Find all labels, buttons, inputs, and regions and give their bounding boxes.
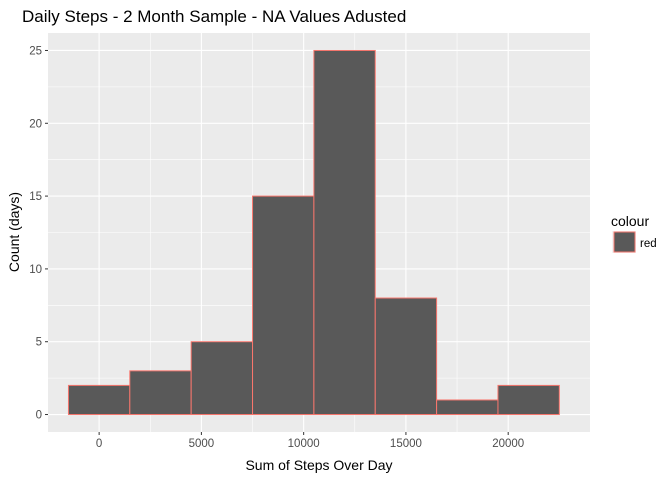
chart-title: Daily Steps - 2 Month Sample - NA Values…	[22, 7, 406, 26]
x-tick-label: 10000	[288, 438, 320, 450]
legend-title: colour	[611, 213, 649, 229]
histogram-bars	[67, 49, 560, 416]
y-tick-label: 5	[36, 337, 42, 349]
x-axis-title: Sum of Steps Over Day	[245, 457, 392, 473]
x-tick-label: 15000	[390, 438, 422, 450]
histogram-bar	[313, 49, 376, 416]
y-tick-label: 0	[36, 410, 42, 422]
histogram-bar	[190, 341, 254, 416]
y-tick-label: 10	[29, 264, 42, 276]
histogram-bar	[252, 195, 315, 416]
x-axis-ticks: 0 5000 10000 15000 20000	[96, 432, 524, 450]
y-axis-title: Count (days)	[6, 192, 22, 272]
x-tick-label: 0	[96, 438, 102, 450]
histogram-bar	[497, 384, 560, 416]
histogram-bar	[436, 399, 499, 416]
y-tick-label: 20	[29, 118, 42, 130]
y-tick-label: 25	[29, 45, 42, 57]
histogram-bar	[67, 384, 131, 416]
x-tick-label: 20000	[492, 438, 524, 450]
legend-key-swatch	[613, 231, 636, 253]
histogram-bar	[129, 370, 192, 416]
legend-label-red: red	[640, 238, 657, 250]
y-axis-ticks: 0 5 10 15 20 25	[29, 45, 48, 422]
x-tick-label: 5000	[189, 438, 215, 450]
histogram-bar	[374, 297, 438, 416]
y-tick-label: 15	[29, 191, 42, 203]
legend: colour red	[611, 213, 657, 253]
